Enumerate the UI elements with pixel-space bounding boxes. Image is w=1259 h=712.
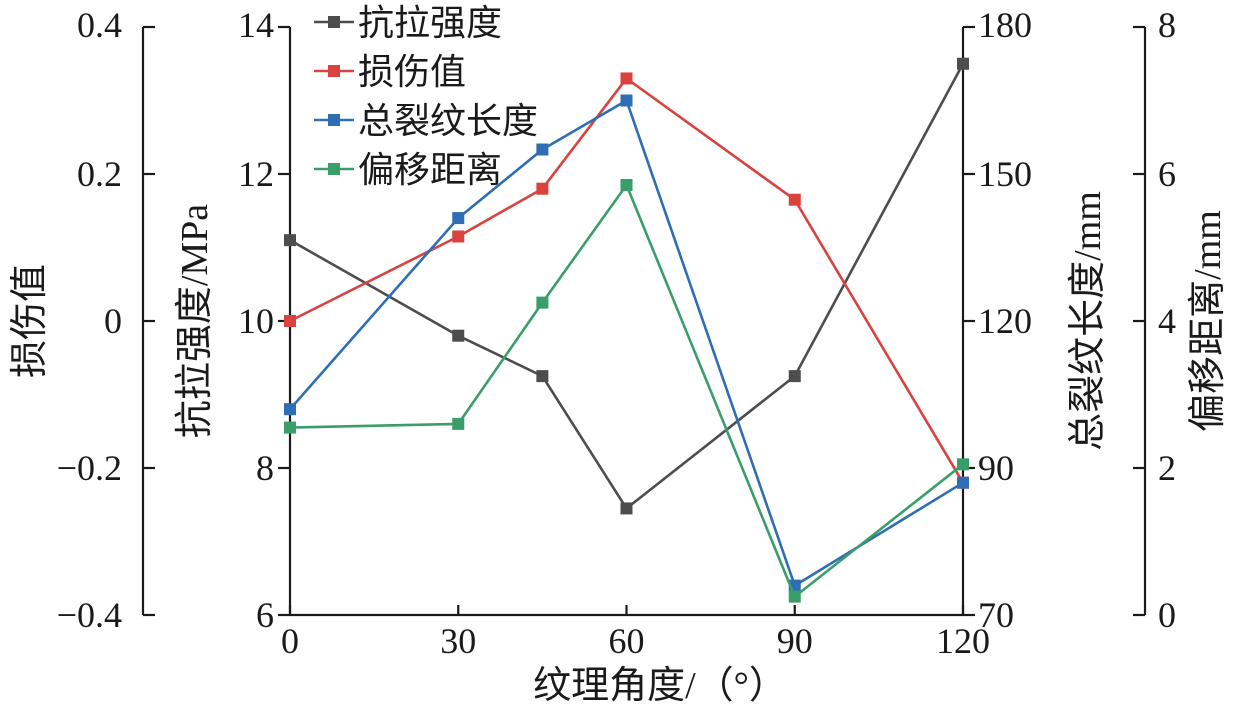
- crack-tick-label: 120: [978, 301, 1032, 341]
- offset-tick-label: 6: [1158, 154, 1176, 194]
- data-point: [284, 234, 296, 247]
- data-point: [957, 458, 969, 471]
- strength-tick-label: 14: [238, 5, 274, 45]
- damage-tick-label: −0.2: [57, 448, 122, 488]
- strength-tick-label: 10: [238, 301, 274, 341]
- legend-label: 抗拉强度: [358, 3, 502, 43]
- data-point: [620, 179, 633, 192]
- strength-tick-label: 8: [256, 448, 274, 488]
- crack-tick-label: 150: [978, 154, 1032, 194]
- legend-swatch-marker: [328, 65, 340, 77]
- x-tick-label: 120: [936, 621, 990, 661]
- series-3: [284, 94, 969, 592]
- damage-tick-label: 0.2: [77, 154, 122, 194]
- strength-tick-label: 6: [256, 595, 274, 635]
- damage-tick-label: −0.4: [57, 595, 122, 635]
- crack-axis-title: 总裂纹长度/mm: [1067, 191, 1109, 451]
- offset-tick-label: 4: [1158, 301, 1176, 341]
- data-point: [452, 329, 465, 342]
- series-line: [289, 63, 965, 510]
- damage-tick-label: 0.4: [77, 5, 122, 45]
- series-layer: [284, 57, 969, 603]
- data-point: [788, 590, 801, 603]
- legend-label: 总裂纹长度: [358, 101, 538, 141]
- series-1: [284, 57, 969, 515]
- data-point: [620, 502, 633, 515]
- x-tick-label: 30: [440, 621, 476, 661]
- x-axis-title: 纹理角度/（°）: [533, 665, 787, 707]
- data-point: [536, 182, 549, 195]
- legend-item: 抗拉强度: [314, 3, 502, 43]
- series-line: [289, 99, 964, 587]
- data-point: [788, 193, 801, 206]
- legend-item: 偏移距离: [314, 150, 502, 190]
- data-point: [452, 230, 465, 243]
- data-point: [284, 403, 296, 416]
- offset-tick-label: 8: [1158, 5, 1176, 45]
- strength-tick-label: 12: [238, 154, 274, 194]
- legend-label: 损伤值: [358, 52, 466, 92]
- x-tick-label: 0: [281, 621, 299, 661]
- data-point: [284, 315, 296, 327]
- data-point: [957, 476, 969, 489]
- damage-tick-label: 0: [104, 301, 122, 341]
- legend-swatch-marker: [328, 16, 340, 28]
- legend-label: 偏移距离: [358, 150, 502, 190]
- data-point: [284, 421, 296, 434]
- offset-axis-title: 偏移距离/mm: [1187, 210, 1229, 432]
- series-4: [284, 179, 969, 603]
- data-point: [452, 417, 465, 430]
- crack-tick-label: 70: [978, 595, 1014, 635]
- legend-item: 损伤值: [314, 52, 466, 92]
- axes-layer: 0.4 0.2 0 −0.2 −0.4 损伤值 14 12 10 8 6 抗拉强度/MPa 180 150…: [9, 5, 1229, 661]
- x-tick-label: 90: [777, 621, 813, 661]
- data-point: [620, 94, 633, 107]
- crack-tick-label: 180: [978, 5, 1032, 45]
- series-line: [289, 183, 964, 598]
- data-point: [788, 370, 801, 383]
- crack-tick-label: 90: [978, 448, 1014, 488]
- offset-tick-label: 2: [1158, 448, 1176, 488]
- legend-item: 总裂纹长度: [314, 101, 538, 141]
- data-point: [620, 72, 633, 85]
- legend-swatch-marker: [328, 114, 340, 126]
- data-point: [957, 57, 969, 70]
- offset-tick-label: 0: [1158, 595, 1176, 635]
- data-point: [536, 296, 549, 309]
- strength-axis-title: 抗拉强度/MPa: [174, 204, 216, 438]
- legend-swatch-marker: [328, 163, 340, 175]
- x-tick-label: 60: [609, 621, 645, 661]
- damage-axis-title: 损伤值: [9, 264, 51, 378]
- data-point: [452, 212, 465, 225]
- data-point: [536, 370, 549, 383]
- data-point: [536, 143, 549, 156]
